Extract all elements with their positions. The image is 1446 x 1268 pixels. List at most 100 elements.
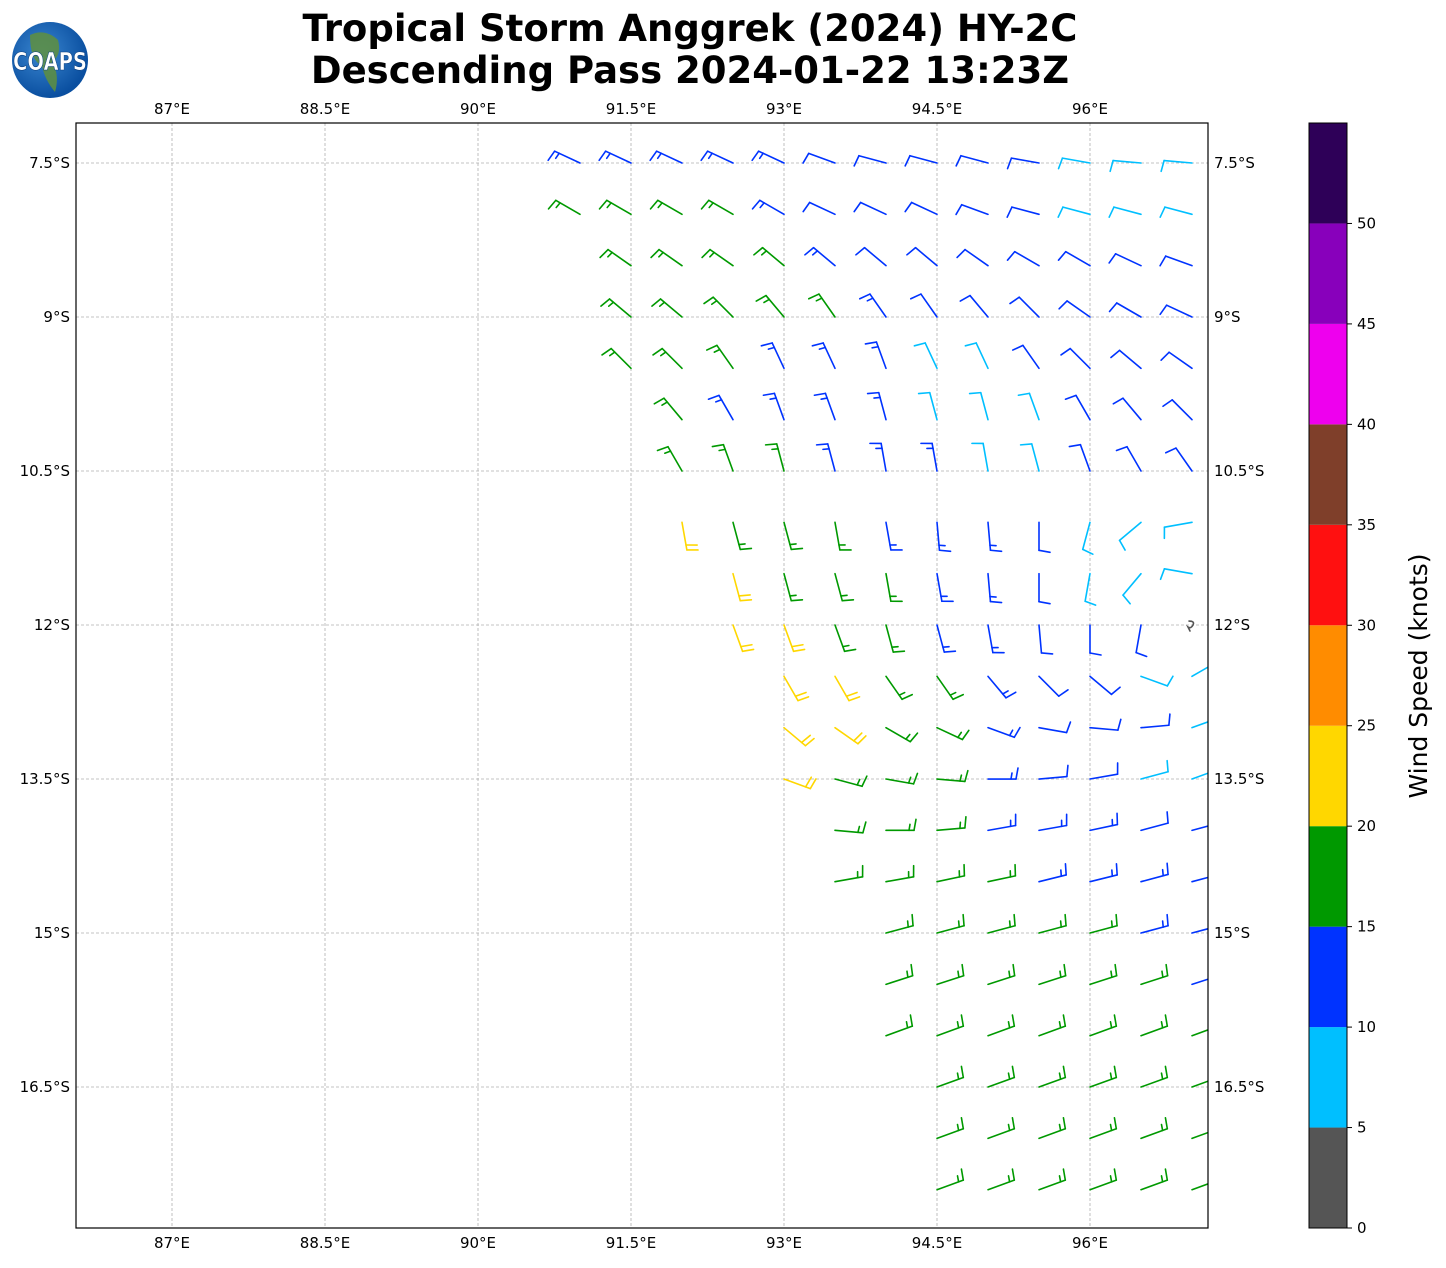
barb-full-feather [944,651,955,652]
colorbar-segment [1309,826,1347,926]
lon-label-bottom: 96°E [1072,1234,1108,1252]
lat-label-left: 15°S [34,924,70,942]
barb-half-feather [1009,1125,1010,1131]
lat-label-right: 7.5°S [1214,154,1255,172]
colorbar-tick-label: 50 [1357,214,1376,232]
colorbar-tick-label: 30 [1357,616,1376,634]
barb-half-feather [1163,921,1164,927]
lon-label-top: 93°E [766,100,802,118]
barb-full-feather [1216,1169,1218,1180]
svg-text:COAPS: COAPS [13,47,87,76]
barb-half-feather [1009,1022,1010,1028]
barb-full-feather [912,915,913,926]
barb-full-feather [791,600,802,601]
lon-label-bottom: 94.5°E [912,1234,962,1252]
title-line-2: Descending Pass 2024-01-22 13:23Z [311,49,1069,92]
colorbar-segment [1309,424,1347,524]
colorbar-tick-label: 25 [1357,717,1376,735]
lat-label-right: 10.5°S [1214,462,1264,480]
barb-full-feather [1212,652,1216,663]
colorbar-segment [1309,726,1347,826]
lon-label-bottom: 90°E [460,1234,496,1252]
barb-full-feather [1169,714,1170,725]
barb-half-feather [1010,921,1011,927]
barb-half-feather [958,1176,959,1182]
barb-full-feather [1041,653,1052,654]
colorbar-tick-label: 0 [1357,1219,1367,1237]
barb-full-feather [817,444,828,445]
colorbar-tick-label: 5 [1357,1119,1367,1137]
colorbar-segment [1309,1027,1347,1127]
barb-half-feather [719,449,725,450]
barb-half-feather [1213,1022,1214,1028]
lon-label-bottom: 88.5°E [300,1234,350,1252]
colorbar-segment [1309,324,1347,424]
barb-full-feather [1218,863,1219,874]
barb-half-feather [1162,1022,1163,1028]
barb-full-feather [919,393,930,394]
barb-half-feather [1111,1073,1112,1079]
barb-full-feather [1216,707,1218,718]
barb-full-feather [1216,1015,1218,1026]
barb-full-feather [766,444,777,445]
barb-full-feather [1167,915,1168,926]
barb-half-feather [1112,921,1113,927]
barb-half-feather [1111,1176,1112,1182]
barb-half-feather [1009,1073,1010,1079]
barb-full-feather [1067,765,1068,776]
barb-full-feather [1021,444,1032,445]
barb-half-feather [874,397,880,398]
lon-label-top: 96°E [1072,100,1108,118]
barb-half-feather [1009,1176,1010,1182]
barb-full-feather [1218,812,1219,823]
barb-half-feather [907,1022,908,1028]
barb-half-feather [892,647,898,648]
barb-half-feather [958,1125,959,1131]
lat-label-right: 13.5°S [1214,770,1264,788]
barb-half-feather [1163,870,1164,876]
barb-full-feather [1216,758,1218,769]
barb-half-feather [739,544,745,545]
barb-half-feather [943,647,949,648]
barb-half-feather [958,971,959,977]
lon-label-top: 90°E [460,100,496,118]
barb-half-feather [908,921,909,927]
colorbar-tick-label: 45 [1357,315,1376,333]
barb-half-feather [1060,971,1061,977]
barb-half-feather [1061,921,1062,927]
barb-half-feather [1213,1125,1214,1131]
barb-full-feather [1065,864,1066,875]
barb-half-feather [909,824,910,830]
lon-label-top: 94.5°E [912,100,962,118]
barb-half-feather [1162,1125,1163,1131]
barb-half-feather [1060,1125,1061,1131]
barb-half-feather [959,921,960,927]
lon-label-top: 87°E [154,100,190,118]
barb-half-feather [1011,773,1012,779]
barb-half-feather [772,449,778,450]
barb-full-feather [893,651,904,652]
colorbar-segment [1309,1128,1347,1228]
barb-half-feather [1162,1073,1163,1079]
colorbar-segment [1309,123,1347,223]
barb-full-feather [791,548,802,549]
barb-full-feather [990,602,1001,603]
barb-full-feather [1167,863,1168,874]
barb-full-feather [1216,1118,1218,1129]
barb-half-feather [823,449,829,450]
colorbar-segment [1309,525,1347,625]
lat-label-right: 16.5°S [1214,1078,1264,1096]
barb-half-feather [1111,971,1112,977]
barb-half-feather [790,595,796,596]
barb-half-feather [821,398,827,399]
barb-half-feather [1111,1022,1112,1028]
lat-label-left: 7.5°S [29,154,70,172]
barb-full-feather [1167,761,1168,772]
lat-label-left: 13.5°S [20,770,70,788]
colorbar-tick-label: 20 [1357,817,1376,835]
lon-label-bottom: 91.5°E [606,1234,656,1252]
barb-full-feather [1065,915,1066,926]
barb-full-feather [842,600,853,601]
colorbar-segment [1309,223,1347,323]
